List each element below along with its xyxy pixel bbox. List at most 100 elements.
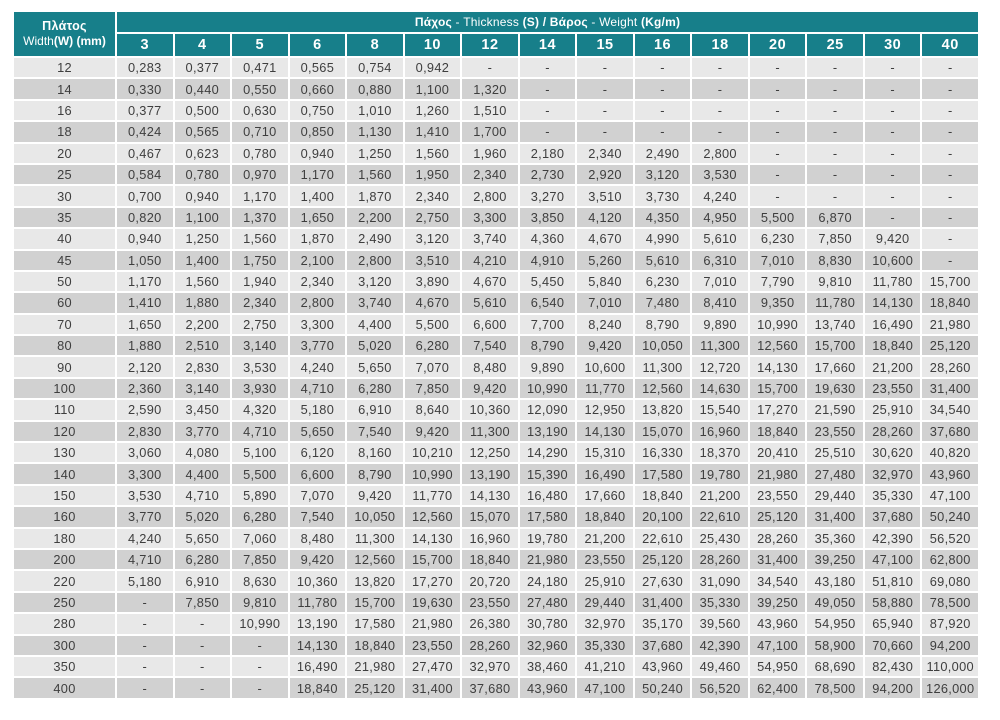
table-row-width-70: 70 1,650 2,200 2,750 3,300 4,400 5,500 6,600 7,7… — [14, 314, 978, 335]
weight-cell: 14,130 — [864, 293, 921, 313]
weight-cell: - — [232, 678, 288, 698]
weight-cell: 4,350 — [634, 207, 691, 228]
table-row-width-220: 220 5,180 6,910 8,630 10,360 13,820 17,270 20,7… — [14, 571, 978, 591]
weight-cell: 4,320 — [232, 400, 288, 420]
weight-cell: 34,540 — [749, 571, 806, 591]
weight-cell: 24,180 — [519, 571, 576, 591]
weight-cell: 15,700 — [922, 271, 978, 292]
weight-cell: 20,720 — [462, 571, 518, 591]
weight-cell: 0,283 — [117, 58, 173, 78]
weight-cell: 8,830 — [807, 250, 863, 270]
weight-cell: 14,130 — [749, 357, 806, 377]
weight-cell: 2,100 — [289, 250, 346, 270]
weight-cell: 15,390 — [519, 464, 576, 484]
weight-cell: 10,360 — [289, 571, 346, 591]
width-cell: 100 — [14, 378, 115, 399]
weight-cell: 1,410 — [404, 122, 461, 142]
weight-cell: 37,680 — [864, 507, 921, 527]
weight-cell: 94,200 — [922, 635, 978, 655]
weight-cell: 17,660 — [807, 357, 863, 377]
weight-cell: 1,410 — [117, 293, 173, 313]
weight-cell: 43,180 — [807, 571, 863, 591]
weight-cell: 27,480 — [519, 592, 576, 613]
weight-cell: 2,180 — [519, 143, 576, 163]
weight-cell: 23,550 — [462, 592, 518, 613]
weight-cell: 7,790 — [749, 271, 806, 292]
weight-cell: 11,770 — [577, 378, 633, 399]
weight-cell: 32,970 — [864, 464, 921, 484]
weight-cell: 17,580 — [634, 464, 691, 484]
thickness-col-header-25: 25 — [807, 34, 863, 56]
weight-cell: - — [634, 100, 691, 121]
weight-cell: 87,920 — [922, 614, 978, 634]
weight-cell: 43,960 — [922, 464, 978, 484]
flat-bar-weight-table: Πλάτος Width(W) (mm) Πάχος - Thickness (S)… — [12, 10, 980, 700]
weight-cell: 2,800 — [289, 293, 346, 313]
weight-cell: 21,980 — [404, 614, 461, 634]
weight-cell: 20,410 — [749, 443, 806, 463]
weight-cell: 0,820 — [117, 207, 173, 228]
weight-cell: 15,070 — [634, 421, 691, 442]
weight-cell: 10,990 — [404, 464, 461, 484]
thickness-col-header-4: 4 — [174, 34, 231, 56]
weight-cell: 14,130 — [577, 421, 633, 442]
weight-cell: 9,420 — [577, 336, 633, 356]
weight-cell: 0,630 — [232, 100, 288, 121]
weight-cell: 29,440 — [577, 592, 633, 613]
weight-cell: 0,377 — [174, 58, 231, 78]
weight-cell: 15,700 — [807, 336, 863, 356]
thickness-col-header-10: 10 — [404, 34, 461, 56]
weight-cell: 1,010 — [347, 100, 403, 121]
table-row-width-45: 45 1,050 1,400 1,750 2,100 2,800 3,510 4,210 4,9… — [14, 250, 978, 270]
weight-cell: - — [922, 143, 978, 163]
thickness-col-header-16: 16 — [634, 34, 691, 56]
weight-cell: 11,780 — [807, 293, 863, 313]
table-row-width-160: 160 3,770 5,020 6,280 7,540 10,050 12,560 15,07… — [14, 507, 978, 527]
weight-cell: - — [519, 122, 576, 142]
weight-cell: 27,470 — [404, 656, 461, 677]
weight-cell: 34,540 — [922, 400, 978, 420]
weight-cell: 4,080 — [174, 443, 231, 463]
weight-cell: 25,120 — [749, 507, 806, 527]
weight-cell: 3,300 — [462, 207, 518, 228]
weight-cell: 3,120 — [347, 271, 403, 292]
weight-cell: 23,550 — [864, 378, 921, 399]
weight-cell: 1,170 — [232, 186, 288, 206]
weight-cell: 14,130 — [462, 485, 518, 506]
weight-cell: 4,240 — [289, 357, 346, 377]
weight-cell: - — [807, 58, 863, 78]
weight-cell: 1,100 — [174, 207, 231, 228]
weight-cell: 15,310 — [577, 443, 633, 463]
weight-cell: 28,260 — [864, 421, 921, 442]
weight-cell: 6,280 — [232, 507, 288, 527]
weight-cell: 2,750 — [404, 207, 461, 228]
weight-cell: 19,630 — [807, 378, 863, 399]
weight-cell: - — [117, 592, 173, 613]
weight-cell: - — [692, 100, 748, 121]
table-row-width-180: 180 4,240 5,650 7,060 8,480 11,300 14,130 16,96… — [14, 528, 978, 548]
weight-cell: 25,910 — [864, 400, 921, 420]
weight-cell: 9,420 — [404, 421, 461, 442]
weight-cell: 2,360 — [117, 378, 173, 399]
weight-cell: 12,560 — [404, 507, 461, 527]
weight-cell: 18,840 — [462, 549, 518, 570]
weight-cell: 6,280 — [174, 549, 231, 570]
weight-cell: 40,820 — [922, 443, 978, 463]
weight-cell: 1,320 — [462, 79, 518, 99]
weight-cell: 7,010 — [749, 250, 806, 270]
weight-cell: 17,580 — [347, 614, 403, 634]
weight-cell: 12,250 — [462, 443, 518, 463]
weight-cell: 3,060 — [117, 443, 173, 463]
weight-cell: - — [749, 186, 806, 206]
weight-cell: 6,910 — [347, 400, 403, 420]
weight-cell: - — [922, 229, 978, 249]
weight-cell: - — [174, 656, 231, 677]
weight-cell: 0,780 — [174, 164, 231, 185]
table-row-width-12: 12 0,283 0,377 0,471 0,565 0,754 0,942- - - - - - - -… — [14, 58, 978, 78]
width-cell: 120 — [14, 421, 115, 442]
weight-cell: 6,310 — [692, 250, 748, 270]
weight-cell: 0,330 — [117, 79, 173, 99]
weight-cell: 2,340 — [404, 186, 461, 206]
weight-cell: - — [117, 635, 173, 655]
weight-cell: 3,890 — [404, 271, 461, 292]
